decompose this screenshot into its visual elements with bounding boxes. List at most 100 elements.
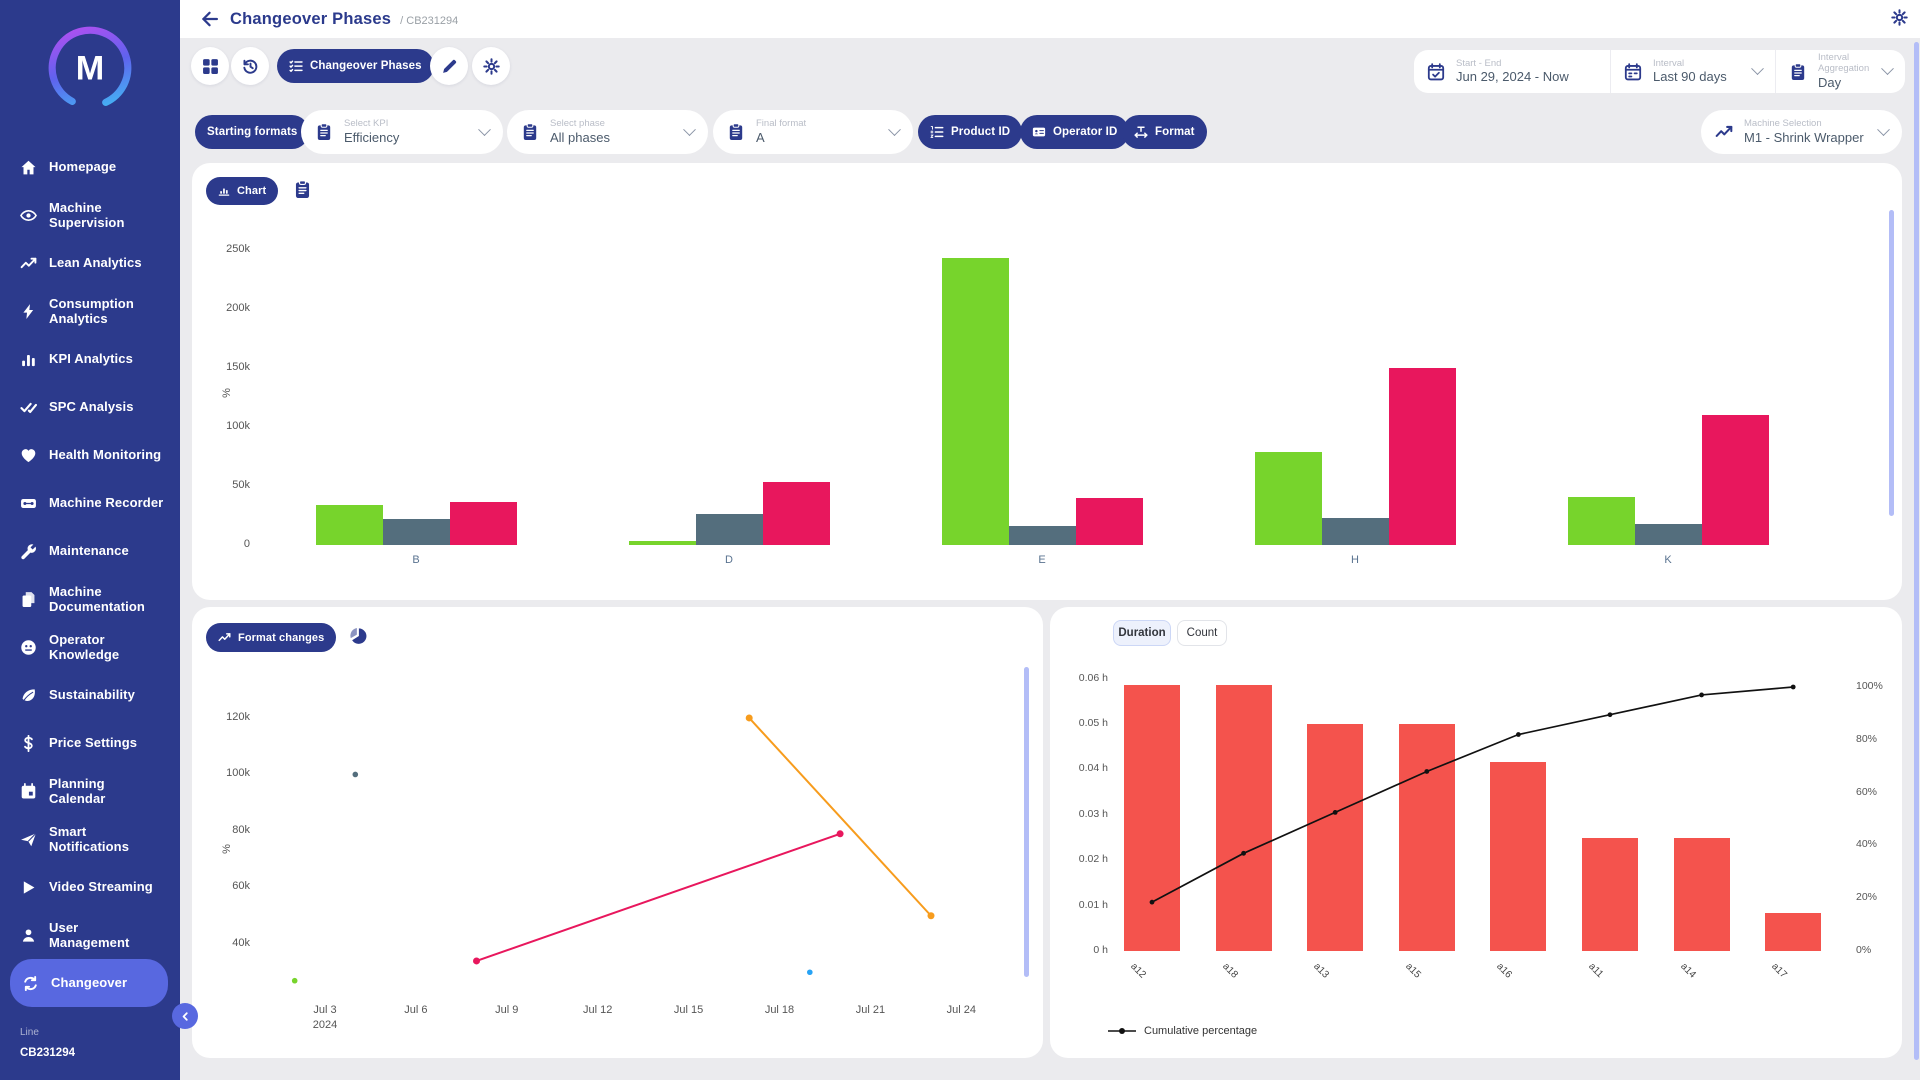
y-axis-left-tick: 0.02 h	[1078, 853, 1108, 866]
sidebar-item-kpi-analytics[interactable]: KPI Analytics	[0, 335, 180, 383]
interval-select[interactable]: Interval Last 90 days	[1610, 50, 1775, 93]
sidebar-item-operator-knowledge[interactable]: Operator Knowledge	[0, 623, 180, 671]
window-scrollbar[interactable]	[1914, 42, 1919, 1060]
bar-pink-series	[449, 501, 517, 545]
trend-icon	[20, 255, 37, 272]
sidebar-nav: Homepage Machine Supervision Lean Analytic…	[0, 143, 180, 1007]
sidebar-item-planning-calendar[interactable]: Planning Calendar	[0, 767, 180, 815]
sidebar-item-label: Sustainability	[49, 687, 135, 703]
sidebar-item-machine-documentation[interactable]: Machine Documentation	[0, 575, 180, 623]
x-axis-tick: Jul 3 2024	[312, 1004, 338, 1031]
send-icon	[20, 831, 37, 848]
kpi-select[interactable]: Select KPI Efficiency	[301, 110, 503, 154]
planning-icon	[20, 782, 37, 800]
clipboard-icon	[1789, 62, 1807, 81]
sidebar-item-label: Machine Recorder	[49, 495, 164, 511]
sidebar-item-machine-supervision[interactable]: Machine Supervision	[0, 191, 180, 239]
checklist-icon	[289, 59, 303, 73]
y-axis-left-tick: 0.06 h	[1078, 671, 1108, 684]
sidebar-item-sustainability[interactable]: Sustainability	[0, 671, 180, 719]
pareto-bar	[1765, 913, 1822, 951]
cycle-icon	[22, 975, 39, 992]
arrow-left-icon	[200, 10, 218, 28]
eye-icon	[20, 207, 37, 224]
daterange-card: Start - End Jun 29, 2024 - Now Interval …	[1414, 50, 1905, 93]
tab-duration[interactable]: Duration	[1113, 620, 1171, 646]
line-label: Line	[20, 1027, 39, 1038]
card-scrollbar[interactable]	[1889, 210, 1894, 516]
sidebar-item-label: Video Streaming	[49, 879, 153, 895]
pareto-bar	[1215, 685, 1272, 951]
starting-formats-button[interactable]: Starting formats	[195, 115, 310, 149]
cumulative-line-svg	[1149, 684, 1796, 905]
chart-tab-button[interactable]: Chart	[206, 177, 279, 205]
tab-count[interactable]: Count	[1177, 620, 1227, 646]
format-button[interactable]: Format	[1122, 115, 1207, 149]
sidebar-item-consumption-analytics[interactable]: Consumption Analytics	[0, 287, 180, 335]
pareto-bar	[1124, 685, 1180, 951]
phase-select[interactable]: Select phase All phases	[507, 110, 708, 154]
sidebar-item-maintenance[interactable]: Maintenance	[0, 527, 180, 575]
product-id-button[interactable]: Product ID	[918, 115, 1023, 149]
sidebar: M Homepage Machine Supervision Lean Analyt…	[0, 0, 180, 1080]
sidebar-collapse-button[interactable]	[172, 1003, 198, 1029]
x-category-label: D	[725, 554, 733, 566]
bar-pink-series	[1388, 368, 1456, 545]
operator-id-button[interactable]: Operator ID	[1020, 115, 1130, 149]
sidebar-item-changeover[interactable]: Changeover	[10, 959, 168, 1007]
pie-view-button[interactable]	[348, 627, 368, 647]
pareto-legend: Cumulative percentage	[1108, 1025, 1257, 1037]
pareto-card: Duration Count 0 h 0.01 h 0.02 h 0.03 h 0.04…	[1050, 607, 1902, 1058]
grid-view-button[interactable]	[191, 47, 229, 85]
chart-settings-button[interactable]	[472, 47, 510, 85]
sidebar-item-user-management[interactable]: User Management	[0, 911, 180, 959]
history-button[interactable]	[231, 47, 269, 85]
y-axis-tick: 50k	[232, 479, 250, 491]
copy-data-button[interactable]	[292, 180, 312, 202]
recorder-icon	[20, 495, 37, 512]
y-axis-tick: 0	[243, 538, 250, 550]
interval-aggregation-select[interactable]: Interval Aggregation Day	[1775, 50, 1905, 93]
y-axis-tick: 60k	[232, 880, 250, 893]
y-axis-right-tick: 20%	[1856, 891, 1878, 904]
breadcrumb: / CB231294	[400, 14, 459, 27]
sidebar-item-label: Machine Documentation	[49, 583, 145, 614]
heart-icon	[20, 447, 37, 464]
y-axis-label: %	[220, 388, 233, 398]
bar-green-series	[1567, 496, 1635, 545]
sidebar-item-label: Changeover	[51, 975, 128, 991]
sidebar-item-spc-analysis[interactable]: SPC Analysis	[0, 383, 180, 431]
sidebar-item-lean-analytics[interactable]: Lean Analytics	[0, 239, 180, 287]
app-logo: M	[45, 23, 135, 113]
start-end-select[interactable]: Start - End Jun 29, 2024 - Now	[1414, 50, 1610, 93]
clipboard-icon	[294, 180, 311, 199]
back-button[interactable]	[200, 10, 218, 28]
card-scrollbar[interactable]	[1024, 667, 1029, 977]
y-axis-right-tick: 40%	[1856, 838, 1878, 851]
edit-button[interactable]	[430, 47, 468, 85]
x-axis-tick: Jul 18	[764, 1004, 795, 1016]
sidebar-item-label: Planning Calendar	[49, 775, 106, 806]
sidebar-item-homepage[interactable]: Homepage	[0, 143, 180, 191]
sidebar-item-price-settings[interactable]: Price Settings	[0, 719, 180, 767]
y-axis-right-tick: 100%	[1856, 680, 1883, 692]
machine-select[interactable]: Machine Selection M1 - Shrink Wrapper	[1701, 110, 1902, 154]
logo-letter: M	[76, 50, 104, 88]
y-axis-right-tick: 80%	[1856, 732, 1878, 745]
settings-gear-icon[interactable]	[1891, 9, 1908, 26]
format-changes-tab-button[interactable]: Format changes	[206, 623, 337, 652]
format-changes-card: Format changes 40k 60k 80k 100k 120k% Jul 3 2…	[192, 607, 1043, 1058]
changeover-phases-button[interactable]: Changeover Phases	[277, 49, 434, 83]
bar-slate-series	[1321, 517, 1389, 545]
sidebar-item-video-streaming[interactable]: Video Streaming	[0, 863, 180, 911]
chevron-left-icon	[180, 1011, 191, 1022]
y-axis-left-tick: 0.01 h	[1078, 898, 1108, 911]
sidebar-item-smart-notifications[interactable]: Smart Notifications	[0, 815, 180, 863]
sidebar-item-label: KPI Analytics	[49, 351, 133, 367]
final-format-select[interactable]: Final format A	[713, 110, 913, 154]
sidebar-item-health-monitoring[interactable]: Health Monitoring	[0, 431, 180, 479]
bar-green-series	[315, 504, 383, 545]
sidebar-item-machine-recorder[interactable]: Machine Recorder	[0, 479, 180, 527]
trend-icon	[218, 631, 231, 644]
sidebar-item-label: Lean Analytics	[49, 255, 142, 271]
